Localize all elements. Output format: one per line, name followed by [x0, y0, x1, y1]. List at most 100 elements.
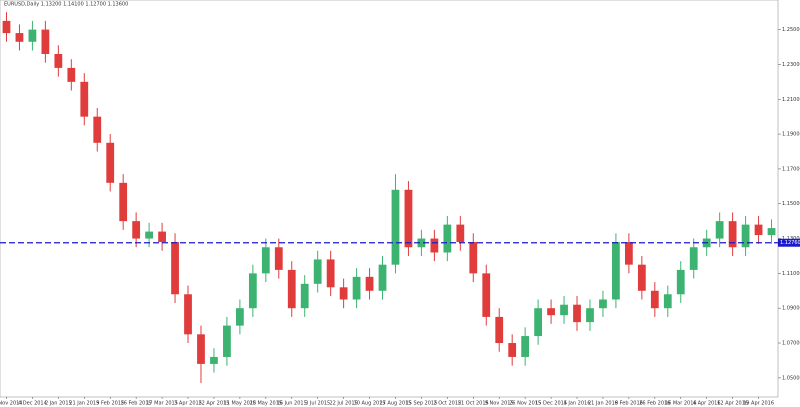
candle-body: [261, 247, 270, 274]
x-tick-label: 2 Oct 2015: [433, 401, 461, 407]
x-tick-label: 26 Feb 2015: [121, 401, 152, 407]
candle-body: [2, 20, 11, 34]
candle-body: [158, 231, 166, 243]
candle-body: [456, 224, 465, 243]
x-tick-label: 16 Mar 2016: [665, 401, 697, 407]
y-tick-label: 1.17000: [782, 166, 800, 172]
candle-body: [560, 304, 568, 316]
x-tick-label: 9 Nov 2015: [485, 401, 514, 407]
candle-body: [287, 269, 296, 309]
price-label: 1.12760: [780, 240, 800, 246]
x-tick-label: 9 Feb 2016: [615, 401, 643, 407]
x-tick-label: 21 Oct 2015: [458, 401, 489, 407]
x-tick-label: 28 May 2015: [250, 401, 283, 407]
candle-body: [534, 308, 543, 337]
candle-body: [15, 33, 24, 42]
candle-body: [676, 269, 685, 295]
candle-body: [482, 273, 491, 317]
x-tick-label: 4 Dec 2014: [18, 401, 47, 407]
x-tick-label: 26 Feb 2016: [639, 401, 670, 407]
candle-body: [210, 356, 218, 364]
candle-body: [171, 242, 179, 295]
candle-body: [650, 290, 659, 309]
candle-body: [754, 224, 763, 236]
candle-body: [728, 221, 737, 248]
y-tick-label: 1.15000: [782, 201, 800, 207]
candle-body: [41, 29, 50, 54]
x-tick-label: 15 Dec 2015: [535, 401, 567, 407]
x-tick-label: 21 Jan 2016: [588, 401, 618, 407]
candle-body: [339, 287, 348, 300]
candle-body: [119, 182, 128, 222]
candle-body: [300, 283, 309, 309]
candle-body: [573, 304, 581, 323]
candle-body: [184, 294, 192, 335]
candle-body: [689, 247, 698, 270]
candle-body: [93, 116, 102, 143]
candle-body: [663, 294, 672, 309]
x-tick-label: 22 Jul 2015: [329, 401, 357, 407]
candle-body: [106, 142, 115, 183]
candle-body: [417, 238, 426, 248]
candle-body: [132, 221, 141, 239]
y-tick-label: 1.23000: [782, 62, 800, 68]
candle-body: [378, 264, 387, 291]
candle-body: [54, 53, 63, 68]
x-tick-label: 4 Jan 2016: [564, 401, 591, 407]
x-tick-label: 22 Apr 2015: [198, 401, 229, 407]
x-tick-label: 4 Apr 2016: [693, 401, 721, 407]
candle-body: [274, 247, 283, 270]
candle-body: [521, 336, 530, 357]
x-tick-label: 3 Jul 2015: [305, 401, 330, 407]
candle-body: [599, 299, 607, 309]
candle-body: [637, 264, 646, 291]
plot-frame: [0, 0, 779, 398]
candle-body: [715, 221, 724, 239]
price-label-box: [778, 238, 800, 247]
x-tick-label: 2 Jan 2015: [45, 401, 72, 407]
candle-body: [741, 224, 750, 248]
candle-body: [612, 242, 620, 300]
candle-body: [767, 228, 776, 236]
x-tick-label: 16 Jun 2015: [277, 401, 307, 407]
candle-body: [248, 273, 257, 309]
x-tick-label: 9 Feb 2015: [96, 401, 124, 407]
chart-title: EURUSD,Daily 1.13200 1.14100 1.12700 1.1…: [4, 2, 128, 8]
candle-body: [235, 308, 244, 326]
y-tick-label: 1.05000: [782, 375, 800, 381]
x-tick-label: 15 Sep 2015: [406, 401, 438, 407]
candle-body: [495, 316, 504, 344]
x-tick-label: 27 Aug 2015: [379, 401, 411, 407]
candle-body: [326, 259, 335, 288]
candle-body: [391, 189, 400, 265]
x-tick-label: 12 Apr 2016: [717, 401, 748, 407]
x-tick-label: 21 Jan 2015: [69, 401, 99, 407]
x-tick-label: 26 Nov 2015: [509, 401, 541, 407]
candle-body: [145, 231, 154, 239]
candle-body: [67, 67, 76, 82]
candle-body: [313, 259, 322, 284]
x-tick-label: 3 Apr 2015: [174, 401, 202, 407]
y-tick-label: 1.07000: [782, 341, 800, 347]
y-tick-label: 1.09000: [782, 306, 800, 312]
candle-body: [80, 81, 89, 117]
candle-body: [469, 242, 478, 274]
candle-body: [223, 325, 231, 357]
candle-body: [443, 224, 452, 253]
candle-body: [624, 242, 633, 265]
x-tick-label: 10 Aug 2015: [354, 401, 386, 407]
y-tick-label: 1.25000: [782, 27, 800, 33]
x-tick-label: 11 May 2015: [224, 401, 257, 407]
candle-body: [197, 334, 205, 364]
y-tick-label: 1.19000: [782, 132, 800, 138]
candle-body: [352, 276, 361, 300]
candle-body: [430, 238, 439, 253]
candle-body: [404, 189, 413, 248]
x-tick-label: 19 Apr 2016: [743, 401, 774, 407]
x-tick-label: 17 Mar 2015: [146, 401, 178, 407]
y-tick-label: 1.11000: [782, 271, 800, 277]
candle-body: [28, 29, 37, 42]
candle-body: [365, 276, 374, 291]
candle-body: [508, 343, 517, 357]
